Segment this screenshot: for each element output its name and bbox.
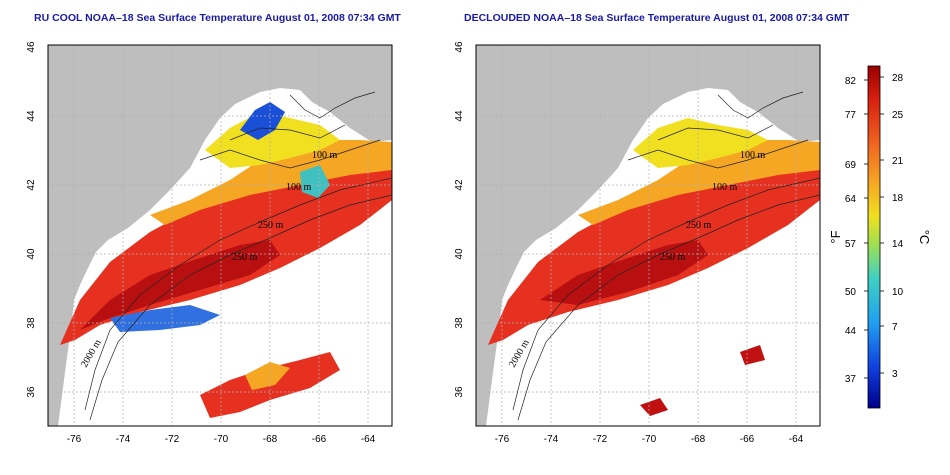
- y-tick: 46: [26, 41, 37, 53]
- sst-hot-core: [80, 240, 280, 330]
- sst-yellow-shelf: [633, 118, 768, 168]
- f-tick: 77: [845, 110, 857, 121]
- sst-scatter-south-2: [245, 362, 290, 390]
- y-tick: 42: [26, 179, 37, 191]
- sst-cool-edge: [110, 305, 220, 332]
- isobath-label: 250 m: [258, 220, 284, 231]
- isobath-label: 100 m: [712, 182, 738, 193]
- f-tick: 82: [845, 76, 857, 87]
- y-tick: 40: [454, 248, 465, 260]
- land-mass: [476, 45, 820, 426]
- f-tick: 69: [845, 160, 857, 171]
- celsius-label: °C: [917, 230, 932, 245]
- x-tick: -64: [789, 434, 804, 445]
- c-tick: 10: [892, 287, 904, 298]
- isobath-label: 250 m: [686, 220, 712, 231]
- sst-south-flecks: [740, 345, 765, 365]
- right-map: 100 m 100 m 250 m 250 m 2000 m -76 -74 -…: [454, 41, 821, 445]
- c-tick: 25: [892, 110, 904, 121]
- y-tick: 36: [454, 386, 465, 398]
- x-tick: -68: [263, 434, 278, 445]
- sst-cool-shelf: [205, 112, 340, 168]
- isobath-label: 100 m: [740, 150, 766, 161]
- isobath-label: 100 m: [312, 150, 338, 161]
- f-tick: 57: [845, 239, 857, 250]
- right-y-axis: 36 38 40 42 44 46: [454, 41, 465, 398]
- y-tick: 44: [454, 110, 465, 122]
- x-tick: -66: [312, 434, 327, 445]
- y-tick: 38: [26, 317, 37, 329]
- x-tick: -64: [361, 434, 376, 445]
- c-tick: 7: [892, 322, 898, 333]
- c-tick: 28: [892, 73, 904, 84]
- isobath-label: 250 m: [232, 252, 258, 263]
- sst-mid-band: [150, 140, 392, 225]
- isobath-label: 250 m: [660, 252, 686, 263]
- isobath-label: 100 m: [286, 182, 312, 193]
- sst-south-flecks: [640, 398, 668, 416]
- f-tick: 50: [845, 287, 857, 298]
- x-tick: -68: [691, 434, 706, 445]
- x-tick: -70: [642, 434, 657, 445]
- c-tick: 21: [892, 156, 904, 167]
- y-tick: 36: [26, 386, 37, 398]
- f-tick: 37: [845, 374, 857, 385]
- y-tick: 38: [454, 317, 465, 329]
- y-tick: 40: [26, 248, 37, 260]
- f-tick: 64: [845, 194, 857, 205]
- colorbar-celsius-ticks: 28 25 21 18 14 10 7 3: [892, 73, 904, 380]
- sst-cool-patch: [300, 165, 330, 198]
- y-tick: 44: [26, 110, 37, 122]
- x-tick: -74: [544, 434, 559, 445]
- colorbar: 82 77 69 64 57 50 44 37 28 25 21 18 14 1…: [828, 65, 932, 409]
- fahrenheit-label: °F: [828, 230, 843, 243]
- sst-mid-band: [578, 140, 820, 225]
- colorbar-gradient: [867, 65, 881, 409]
- sst-hot-core: [540, 240, 708, 305]
- right-x-axis: -76 -74 -72 -70 -68 -66 -64: [495, 434, 804, 445]
- c-tick: 14: [892, 239, 904, 250]
- x-tick: -76: [495, 434, 510, 445]
- left-x-axis: -76 -74 -72 -70 -68 -66 -64: [67, 434, 376, 445]
- x-tick: -70: [214, 434, 229, 445]
- colorbar-fahrenheit-ticks: 82 77 69 64 57 50 44 37: [845, 76, 857, 385]
- left-map: 100 m 100 m 250 m 250 m 2000 m -76 -74 -…: [26, 41, 393, 445]
- x-tick: -72: [165, 434, 180, 445]
- right-map-title: DECLOUDED NOAA–18 Sea Surface Temperatur…: [464, 12, 850, 24]
- x-tick: -74: [116, 434, 131, 445]
- x-tick: -72: [593, 434, 608, 445]
- x-tick: -66: [740, 434, 755, 445]
- left-map-title: RU COOL NOAA–18 Sea Surface Temperature …: [34, 12, 401, 24]
- left-y-axis: 36 38 40 42 44 46: [26, 41, 37, 398]
- y-tick: 46: [454, 41, 465, 53]
- land-mass: [48, 45, 392, 426]
- x-tick: -76: [67, 434, 82, 445]
- f-tick: 44: [845, 326, 857, 337]
- y-tick: 42: [454, 179, 465, 191]
- c-tick: 3: [892, 369, 898, 380]
- c-tick: 18: [892, 193, 904, 204]
- sst-cold-gulf: [240, 102, 285, 140]
